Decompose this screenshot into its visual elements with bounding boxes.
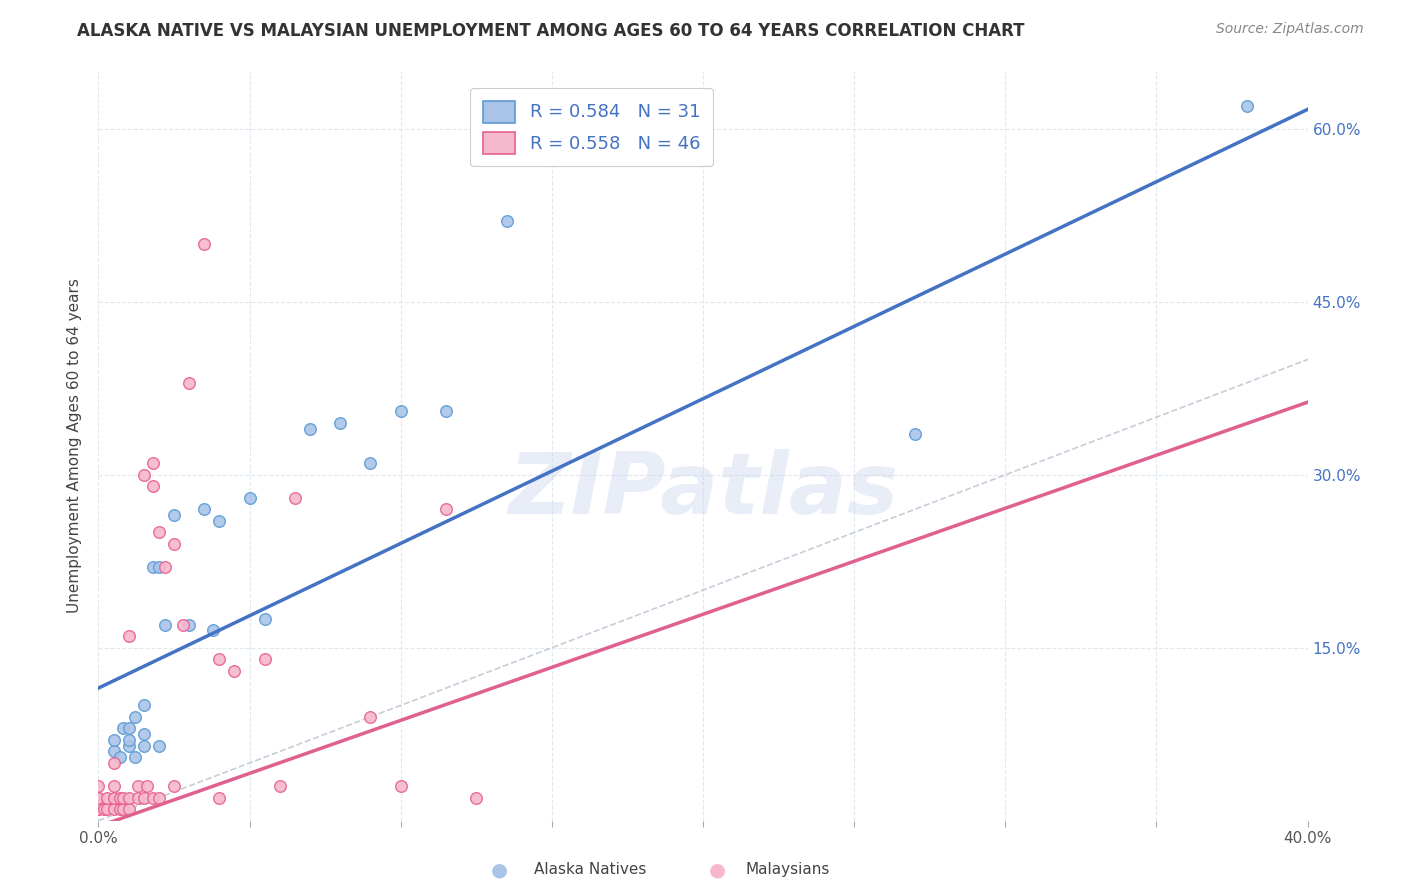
Point	[239, 491, 262, 505]
Point	[153, 617, 176, 632]
Point	[163, 508, 186, 523]
Point	[253, 612, 276, 626]
Point	[132, 739, 155, 753]
Point	[179, 376, 201, 390]
Point	[163, 537, 186, 551]
Point	[108, 802, 131, 816]
Point	[253, 652, 276, 666]
Point	[132, 790, 155, 805]
Point	[118, 733, 141, 747]
Point	[111, 790, 134, 805]
Point	[87, 790, 110, 805]
Point	[1236, 99, 1258, 113]
Text: ALASKA NATIVE VS MALAYSIAN UNEMPLOYMENT AMONG AGES 60 TO 64 YEARS CORRELATION CH: ALASKA NATIVE VS MALAYSIAN UNEMPLOYMENT …	[77, 22, 1025, 40]
Text: ZIPatlas: ZIPatlas	[508, 450, 898, 533]
Point	[153, 560, 176, 574]
Point	[132, 467, 155, 482]
Point	[148, 739, 170, 753]
Point	[172, 617, 194, 632]
Point	[904, 427, 927, 442]
Point	[103, 790, 125, 805]
Point	[127, 790, 149, 805]
Point	[87, 802, 110, 816]
Point	[124, 710, 146, 724]
Y-axis label: Unemployment Among Ages 60 to 64 years: Unemployment Among Ages 60 to 64 years	[67, 278, 83, 614]
Point	[269, 779, 291, 793]
Point	[465, 790, 488, 805]
Text: Source: ZipAtlas.com: Source: ZipAtlas.com	[1216, 22, 1364, 37]
Point	[118, 802, 141, 816]
Point	[142, 790, 165, 805]
Point	[193, 502, 215, 516]
Point	[284, 491, 307, 505]
Point	[93, 802, 115, 816]
Point	[127, 779, 149, 793]
Point	[148, 525, 170, 540]
Point	[148, 560, 170, 574]
Point	[103, 756, 125, 770]
Point	[103, 733, 125, 747]
Point	[202, 624, 225, 638]
Point	[434, 404, 457, 418]
Point	[179, 617, 201, 632]
Point	[208, 514, 231, 528]
Point	[299, 422, 322, 436]
Point	[103, 802, 125, 816]
Point	[111, 722, 134, 736]
Point	[108, 750, 131, 764]
Point	[142, 560, 165, 574]
Point	[118, 629, 141, 643]
Point	[118, 739, 141, 753]
Point	[135, 779, 157, 793]
Point	[329, 416, 352, 430]
Point	[103, 744, 125, 758]
Text: ●: ●	[709, 860, 725, 880]
Point	[360, 456, 382, 470]
Point	[224, 664, 246, 678]
Point	[96, 790, 118, 805]
Point	[142, 479, 165, 493]
Point	[163, 779, 186, 793]
Point	[132, 727, 155, 741]
Point	[124, 750, 146, 764]
Point	[208, 652, 231, 666]
Point	[96, 802, 118, 816]
Point	[87, 802, 110, 816]
Text: Malaysians: Malaysians	[745, 863, 830, 877]
Point	[132, 698, 155, 713]
Text: ●: ●	[491, 860, 508, 880]
Point	[103, 779, 125, 793]
Point	[434, 502, 457, 516]
Point	[193, 237, 215, 252]
Legend: R = 0.584   N = 31, R = 0.558   N = 46: R = 0.584 N = 31, R = 0.558 N = 46	[470, 88, 713, 166]
Text: Alaska Natives: Alaska Natives	[534, 863, 647, 877]
Point	[111, 802, 134, 816]
Point	[87, 779, 110, 793]
Point	[142, 456, 165, 470]
Point	[495, 214, 517, 228]
Point	[108, 790, 131, 805]
Point	[389, 779, 412, 793]
Point	[389, 404, 412, 418]
Point	[87, 790, 110, 805]
Point	[148, 790, 170, 805]
Point	[87, 790, 110, 805]
Point	[118, 722, 141, 736]
Point	[118, 790, 141, 805]
Point	[208, 790, 231, 805]
Point	[360, 710, 382, 724]
